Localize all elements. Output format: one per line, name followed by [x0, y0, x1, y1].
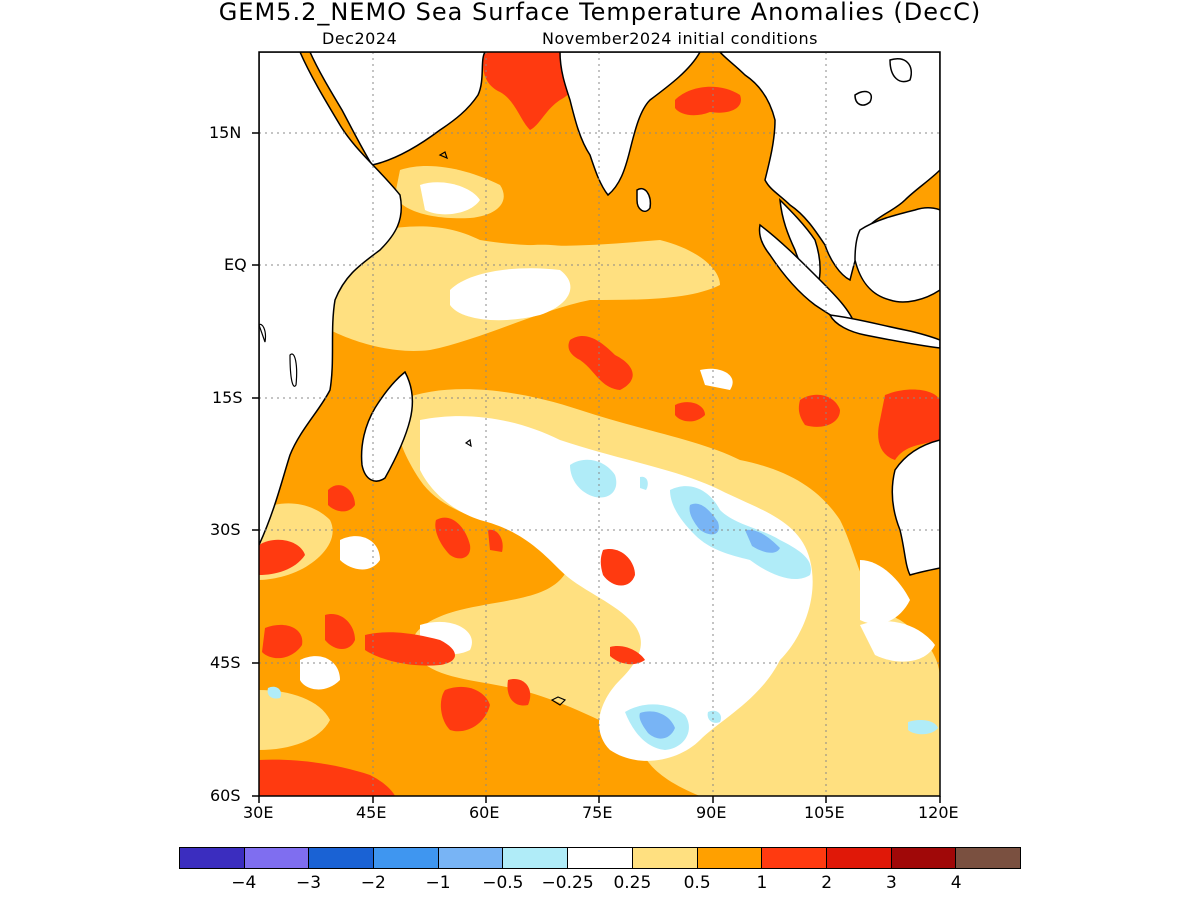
colorbar-swatch — [697, 848, 763, 868]
x-tick-label: 90E — [696, 803, 727, 822]
colorbar-tick-label: 1 — [756, 873, 768, 893]
y-tick-label: 45S — [210, 653, 241, 672]
colorbar-swatch — [503, 848, 569, 868]
negative-anomaly-regions — [267, 459, 938, 750]
land-masses — [259, 52, 940, 576]
y-tick-label: 60S — [210, 786, 241, 805]
initial-conditions: November2024 initial conditions — [542, 29, 818, 48]
strong-anomaly-regions — [259, 52, 940, 796]
y-tick-label: 15S — [212, 388, 243, 407]
colorbar-swatch — [762, 848, 827, 868]
colorbar-swatch — [891, 848, 957, 868]
y-tick-label: 30S — [210, 520, 241, 539]
colorbar-tick-label: 0.5 — [683, 873, 711, 893]
colorbar-swatch — [956, 848, 1020, 868]
colorbar-swatch — [438, 848, 504, 868]
colorbar-tick-label: −0.5 — [482, 873, 524, 893]
colorbar-swatch — [180, 848, 245, 868]
gridlines — [259, 52, 940, 796]
colorbar-swatch — [568, 848, 633, 868]
map-title: GEM5.2_NEMO Sea Surface Temperature Anom… — [218, 0, 982, 26]
y-tick-label: 15N — [209, 123, 242, 142]
x-tick-label: 60E — [469, 803, 500, 822]
x-tick-label: 30E — [243, 803, 274, 822]
colorbar-swatch — [244, 848, 310, 868]
forecast-month: Dec2024 — [322, 29, 398, 48]
colorbar-swatch — [374, 848, 439, 868]
colorbar-tick-label: −3 — [296, 873, 322, 893]
colorbar-swatch — [309, 848, 375, 868]
y-tick-label: EQ — [224, 255, 247, 274]
colorbar-tick-label: 2 — [821, 873, 833, 893]
x-tick-label: 45E — [356, 803, 387, 822]
colorbar-swatch — [632, 848, 698, 868]
small-islands — [259, 151, 567, 706]
colorbar-tick-label: 3 — [886, 873, 897, 893]
x-tick-label: 75E — [582, 803, 613, 822]
colorbar-tick-label: −4 — [231, 873, 257, 893]
map-field — [259, 52, 940, 796]
x-tick-label: 120E — [918, 803, 959, 822]
x-tick-label: 105E — [804, 803, 845, 822]
axis-ticks — [252, 132, 941, 803]
colorbar-swatch — [826, 848, 892, 868]
colorbar — [179, 847, 1021, 869]
colorbar-tick-label: −2 — [360, 873, 386, 893]
colorbar-tick-label: 4 — [950, 873, 962, 893]
colorbar-tick-label: −0.25 — [541, 873, 594, 893]
colorbar-tick-label: 0.25 — [613, 873, 652, 893]
colorbar-tick-label: −1 — [425, 873, 451, 893]
